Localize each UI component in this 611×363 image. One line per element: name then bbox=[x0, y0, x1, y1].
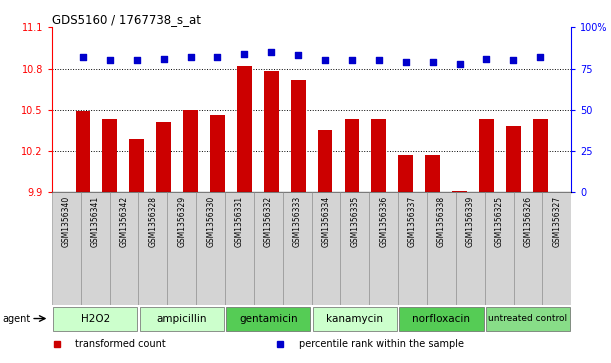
Bar bbox=[506, 126, 521, 192]
Bar bbox=[369, 192, 398, 305]
Point bbox=[320, 57, 330, 63]
Point bbox=[213, 54, 222, 60]
Bar bbox=[452, 191, 467, 192]
Text: GSM1356335: GSM1356335 bbox=[350, 196, 359, 247]
Point bbox=[132, 57, 142, 63]
Point bbox=[535, 54, 545, 60]
Bar bbox=[52, 192, 81, 305]
Point bbox=[186, 54, 196, 60]
Text: GSM1356340: GSM1356340 bbox=[62, 196, 71, 247]
Bar bbox=[156, 122, 171, 192]
Bar bbox=[345, 119, 359, 192]
Bar bbox=[237, 66, 252, 192]
Text: GSM1356331: GSM1356331 bbox=[235, 196, 244, 247]
Text: GSM1356328: GSM1356328 bbox=[148, 196, 158, 247]
Text: H2O2: H2O2 bbox=[81, 314, 110, 323]
Text: GSM1356334: GSM1356334 bbox=[321, 196, 331, 247]
Bar bbox=[486, 306, 570, 330]
Text: kanamycin: kanamycin bbox=[326, 314, 383, 323]
Text: transformed count: transformed count bbox=[75, 339, 166, 350]
Bar bbox=[103, 119, 117, 192]
Bar bbox=[456, 192, 485, 305]
Bar bbox=[210, 115, 225, 192]
Text: agent: agent bbox=[2, 314, 31, 323]
Bar bbox=[514, 192, 543, 305]
Bar bbox=[427, 192, 456, 305]
Text: GSM1356338: GSM1356338 bbox=[437, 196, 446, 247]
Text: GSM1356332: GSM1356332 bbox=[264, 196, 273, 247]
Bar bbox=[425, 155, 440, 192]
Text: GSM1356325: GSM1356325 bbox=[495, 196, 503, 247]
Bar bbox=[371, 119, 386, 192]
Bar bbox=[398, 192, 427, 305]
Text: GSM1356330: GSM1356330 bbox=[206, 196, 215, 247]
Bar bbox=[140, 306, 224, 330]
Bar bbox=[533, 119, 547, 192]
Text: percentile rank within the sample: percentile rank within the sample bbox=[299, 339, 464, 350]
Point bbox=[78, 54, 88, 60]
Bar bbox=[183, 110, 198, 192]
Text: GSM1356342: GSM1356342 bbox=[120, 196, 128, 247]
Point bbox=[105, 57, 115, 63]
Bar bbox=[264, 71, 279, 192]
Bar bbox=[283, 192, 312, 305]
Bar bbox=[130, 139, 144, 192]
Bar bbox=[109, 192, 139, 305]
Bar bbox=[225, 192, 254, 305]
Bar bbox=[139, 192, 167, 305]
Point bbox=[240, 51, 249, 57]
Point bbox=[401, 59, 411, 65]
Text: GSM1356339: GSM1356339 bbox=[466, 196, 475, 247]
Point bbox=[508, 57, 518, 63]
Text: norfloxacin: norfloxacin bbox=[412, 314, 470, 323]
Bar bbox=[398, 155, 413, 192]
Text: GSM1356327: GSM1356327 bbox=[552, 196, 562, 247]
Bar bbox=[543, 192, 571, 305]
Bar bbox=[254, 192, 283, 305]
Point bbox=[455, 61, 464, 66]
Bar bbox=[53, 306, 137, 330]
Bar bbox=[291, 79, 306, 192]
Bar bbox=[167, 192, 196, 305]
Text: GSM1356329: GSM1356329 bbox=[177, 196, 186, 247]
Bar bbox=[81, 192, 109, 305]
Text: gentamicin: gentamicin bbox=[239, 314, 298, 323]
Bar bbox=[226, 306, 310, 330]
Text: GSM1356326: GSM1356326 bbox=[524, 196, 533, 247]
Point bbox=[374, 57, 384, 63]
Bar bbox=[318, 130, 332, 192]
Bar bbox=[485, 192, 514, 305]
Text: GSM1356341: GSM1356341 bbox=[90, 196, 100, 247]
Bar bbox=[479, 119, 494, 192]
Bar bbox=[400, 306, 483, 330]
Point bbox=[347, 57, 357, 63]
Text: GDS5160 / 1767738_s_at: GDS5160 / 1767738_s_at bbox=[52, 13, 201, 26]
Text: untreated control: untreated control bbox=[488, 314, 568, 323]
Text: GSM1356337: GSM1356337 bbox=[408, 196, 417, 247]
Point bbox=[266, 49, 276, 55]
Bar bbox=[76, 111, 90, 192]
Bar bbox=[313, 306, 397, 330]
Point bbox=[293, 52, 303, 58]
Bar bbox=[196, 192, 225, 305]
Text: GSM1356333: GSM1356333 bbox=[293, 196, 302, 247]
Text: ampicillin: ampicillin bbox=[156, 314, 207, 323]
Bar bbox=[340, 192, 369, 305]
Bar bbox=[312, 192, 340, 305]
Text: GSM1356336: GSM1356336 bbox=[379, 196, 388, 247]
Point bbox=[481, 56, 491, 61]
Point bbox=[428, 59, 437, 65]
Point bbox=[159, 56, 169, 61]
